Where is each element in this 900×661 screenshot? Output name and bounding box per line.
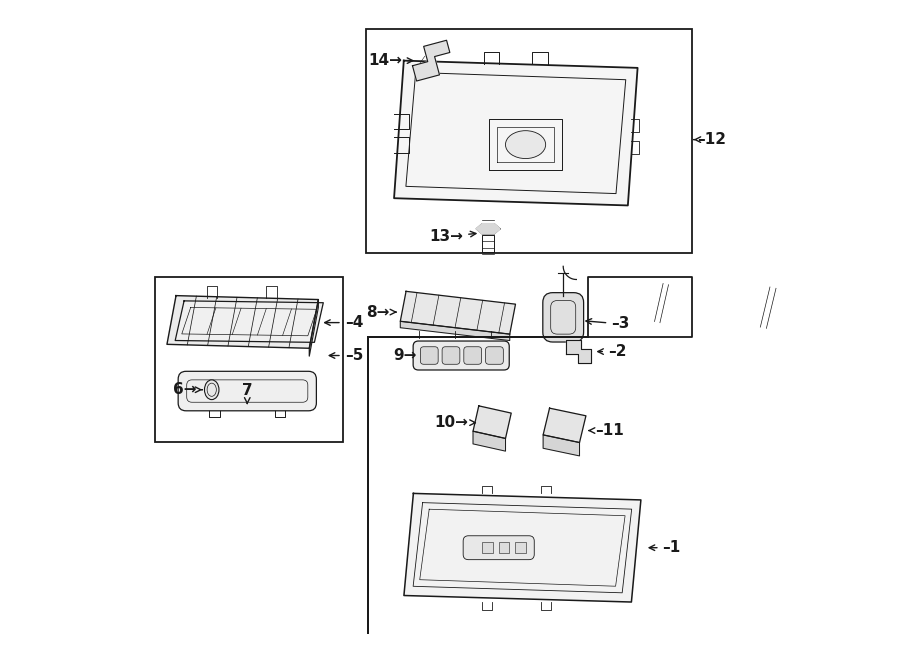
Polygon shape (176, 301, 323, 342)
Polygon shape (473, 431, 506, 451)
Text: –1: –1 (649, 540, 681, 555)
Polygon shape (394, 61, 637, 206)
Ellipse shape (506, 131, 545, 159)
Bar (482, 543, 493, 553)
Text: –2: –2 (598, 344, 626, 359)
FancyBboxPatch shape (413, 341, 509, 370)
Polygon shape (310, 299, 319, 356)
Text: 6→: 6→ (173, 382, 202, 397)
Text: –12: –12 (694, 132, 725, 147)
Bar (155, 276, 343, 442)
Polygon shape (400, 292, 516, 334)
Text: –11: –11 (589, 423, 624, 438)
Text: 10→: 10→ (435, 415, 475, 430)
FancyBboxPatch shape (543, 293, 583, 342)
FancyBboxPatch shape (442, 347, 460, 364)
Text: –5: –5 (329, 348, 363, 363)
Text: 7: 7 (242, 383, 253, 404)
Text: 8→: 8→ (366, 305, 396, 319)
Text: 13→: 13→ (429, 229, 476, 244)
Polygon shape (473, 406, 511, 438)
Text: –3: –3 (586, 317, 630, 331)
Polygon shape (543, 408, 586, 442)
Text: –4: –4 (325, 315, 363, 330)
Polygon shape (400, 321, 509, 340)
Bar (365, 29, 692, 253)
FancyBboxPatch shape (464, 536, 535, 560)
Bar (499, 543, 509, 553)
Polygon shape (476, 223, 500, 234)
Polygon shape (412, 40, 450, 81)
FancyBboxPatch shape (464, 347, 482, 364)
Bar (515, 543, 526, 553)
Polygon shape (566, 340, 591, 363)
FancyBboxPatch shape (178, 371, 317, 410)
Polygon shape (404, 493, 641, 602)
Ellipse shape (204, 380, 219, 400)
FancyBboxPatch shape (485, 347, 503, 364)
Polygon shape (167, 295, 319, 348)
Polygon shape (543, 435, 580, 456)
Text: 14→: 14→ (368, 53, 413, 68)
FancyBboxPatch shape (420, 347, 438, 364)
Text: 9→: 9→ (393, 348, 430, 363)
